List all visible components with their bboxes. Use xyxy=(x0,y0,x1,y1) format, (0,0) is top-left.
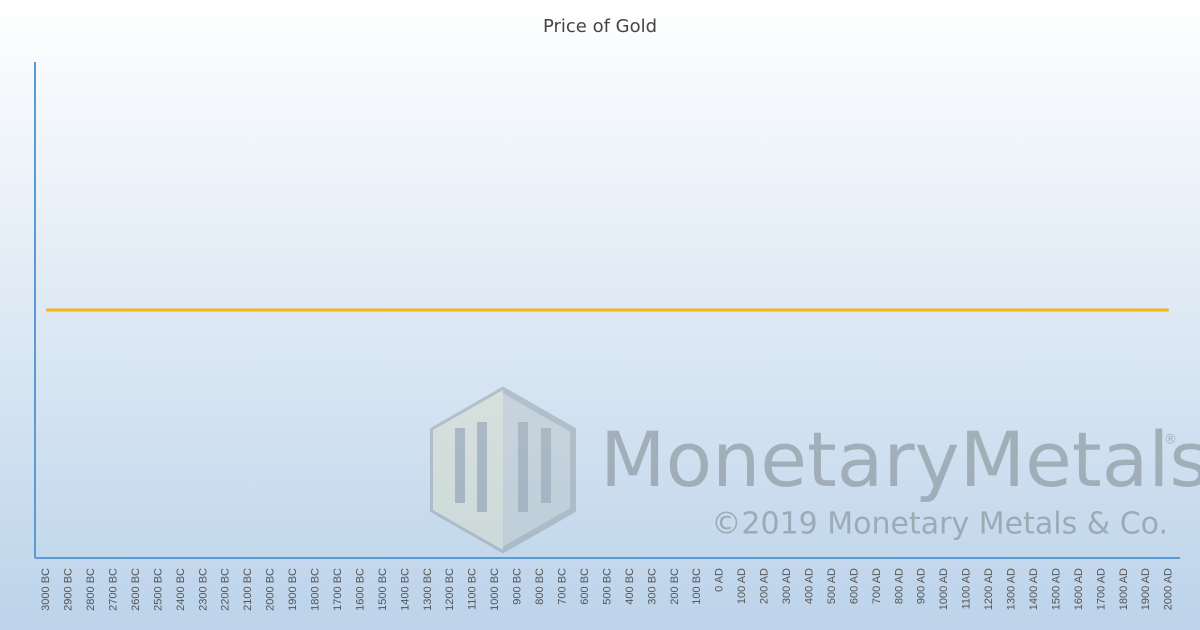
x-tick-label: 1900 AD xyxy=(1140,568,1152,610)
x-tick-label: 1200 AD xyxy=(983,568,995,610)
x-tick-label: 1900 BC xyxy=(287,568,299,611)
x-tick-label: 700 AD xyxy=(871,568,883,604)
x-tick-label: 700 BC xyxy=(557,568,569,605)
x-tick-label: 1300 AD xyxy=(1006,568,1018,610)
x-tick-label: 400 AD xyxy=(803,568,815,604)
x-tick-label: 200 AD xyxy=(759,568,771,604)
logo xyxy=(430,386,576,554)
x-tick-label: 200 BC xyxy=(669,568,681,605)
x-tick-label: 300 BC xyxy=(646,568,658,605)
x-tick-label: 900 AD xyxy=(916,568,928,604)
x-tick-label: 2200 BC xyxy=(220,568,232,611)
x-tick-label: 1600 BC xyxy=(354,568,366,611)
x-tick-label: 1000 BC xyxy=(489,568,501,611)
x-tick-label: 1700 BC xyxy=(332,568,344,611)
x-tick-label: 1400 AD xyxy=(1028,568,1040,610)
x-tick-label: 1800 BC xyxy=(310,568,322,611)
x-tick-label: 1500 BC xyxy=(377,568,389,611)
x-tick-label: 1700 AD xyxy=(1095,568,1107,610)
x-tick-label: 600 BC xyxy=(579,568,591,605)
x-tick-label: 300 AD xyxy=(781,568,793,604)
x-tick-label: 1200 BC xyxy=(444,568,456,611)
x-tick-label: 100 AD xyxy=(736,568,748,604)
x-tick-label: 2000 BC xyxy=(265,568,277,611)
x-tick-label: 100 BC xyxy=(691,568,703,605)
x-tick-label: 1600 AD xyxy=(1073,568,1085,610)
x-tick-label: 1400 BC xyxy=(399,568,411,611)
x-tick-label: 800 AD xyxy=(893,568,905,604)
x-tick-label: 2300 BC xyxy=(197,568,209,611)
chart-title: Price of Gold xyxy=(543,16,657,37)
x-tick-label: 2000 AD xyxy=(1163,568,1175,610)
x-tick-label: 400 BC xyxy=(624,568,636,605)
x-tick-label: 3000 BC xyxy=(40,568,52,611)
x-tick-label: 600 AD xyxy=(848,568,860,604)
watermark-registered: ® xyxy=(1164,433,1177,448)
x-tick-label: 1000 AD xyxy=(938,568,950,610)
x-tick-label: 1300 BC xyxy=(422,568,434,611)
x-tick-label: 500 BC xyxy=(601,568,613,605)
x-tick-label: 500 AD xyxy=(826,568,838,604)
x-tick-label: 2800 BC xyxy=(85,568,97,611)
x-tick-label: 2100 BC xyxy=(242,568,254,611)
x-tick-label: 2600 BC xyxy=(130,568,142,611)
watermark-brand: MonetaryMetals xyxy=(600,415,1200,504)
x-tick-label: 800 BC xyxy=(534,568,546,605)
x-tick-label: 1100 AD xyxy=(961,568,973,609)
x-tick-label: 1100 BC xyxy=(467,568,479,610)
x-tick-label: 2400 BC xyxy=(175,568,187,611)
x-tick-label: 2900 BC xyxy=(63,568,75,611)
x-tick-label: 0 AD xyxy=(714,568,726,592)
x-tick-label: 2500 BC xyxy=(152,568,164,611)
x-tick-label: 2700 BC xyxy=(107,568,119,611)
watermark-copyright: ©2019 Monetary Metals & Co. xyxy=(711,507,1168,542)
x-tick-label: 1500 AD xyxy=(1050,568,1062,610)
x-tick-label: 1800 AD xyxy=(1118,568,1130,610)
x-tick-label: 900 BC xyxy=(512,568,524,605)
